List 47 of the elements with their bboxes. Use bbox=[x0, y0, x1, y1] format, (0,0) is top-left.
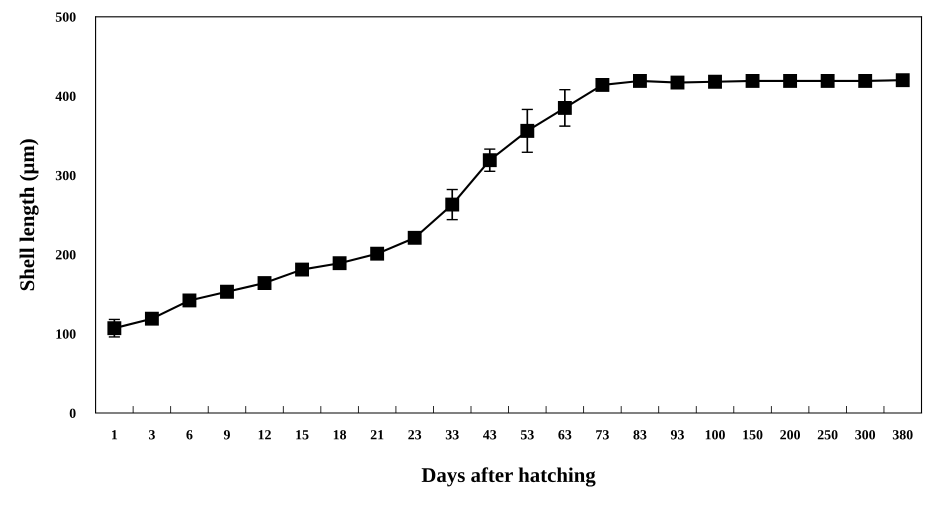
point bbox=[182, 294, 196, 308]
x-tick-label: 150 bbox=[743, 430, 762, 440]
point bbox=[295, 262, 310, 277]
x-tick-label: 250 bbox=[818, 430, 838, 440]
x-tick-label: 83 bbox=[633, 430, 646, 440]
x-tick-label: 100 bbox=[706, 430, 725, 440]
y-tick-label: 100 bbox=[56, 329, 76, 339]
x-axis-title: Days after hatching bbox=[422, 467, 596, 487]
x-tick-label: 53 bbox=[520, 430, 534, 440]
point bbox=[558, 100, 572, 115]
point bbox=[408, 230, 422, 245]
x-tick-label: 200 bbox=[780, 430, 800, 440]
x-tick-label: 380 bbox=[892, 430, 913, 440]
point bbox=[520, 124, 534, 138]
x-tick-label: 73 bbox=[596, 430, 609, 440]
point bbox=[746, 74, 760, 88]
x-tick-label: 300 bbox=[855, 430, 876, 440]
y-tick-label: 300 bbox=[56, 170, 76, 180]
y-tick-label: 200 bbox=[56, 250, 76, 260]
point bbox=[332, 256, 347, 270]
point bbox=[783, 74, 798, 88]
x-tick-label: 23 bbox=[408, 430, 422, 440]
x-tick-label: 15 bbox=[296, 430, 308, 440]
x-tick-label: 12 bbox=[258, 430, 271, 440]
y-tick-label: 400 bbox=[55, 92, 76, 101]
x-tick-label: 18 bbox=[334, 430, 346, 440]
x-tick-label: 9 bbox=[224, 430, 230, 440]
y-tick-label: 0 bbox=[70, 408, 76, 418]
x-tick-label: 1 bbox=[112, 430, 118, 440]
point bbox=[258, 276, 272, 290]
x-tick-label: 43 bbox=[483, 430, 496, 440]
point bbox=[820, 74, 835, 88]
point bbox=[632, 74, 647, 88]
x-tick-label: 6 bbox=[186, 430, 193, 440]
y-axis-title: Shell length (μm) bbox=[20, 139, 39, 290]
y-tick-label: 500 bbox=[56, 12, 76, 22]
point bbox=[220, 284, 234, 299]
x-tick-label: 63 bbox=[558, 430, 572, 440]
point bbox=[896, 73, 910, 88]
point bbox=[708, 74, 722, 89]
point bbox=[144, 312, 159, 326]
point bbox=[858, 74, 872, 88]
x-tick-label: 3 bbox=[148, 430, 155, 440]
x-tick-label: 21 bbox=[370, 430, 384, 440]
x-tick-label: 93 bbox=[670, 430, 684, 440]
point bbox=[670, 76, 684, 90]
x-tick-label: 33 bbox=[446, 430, 459, 440]
